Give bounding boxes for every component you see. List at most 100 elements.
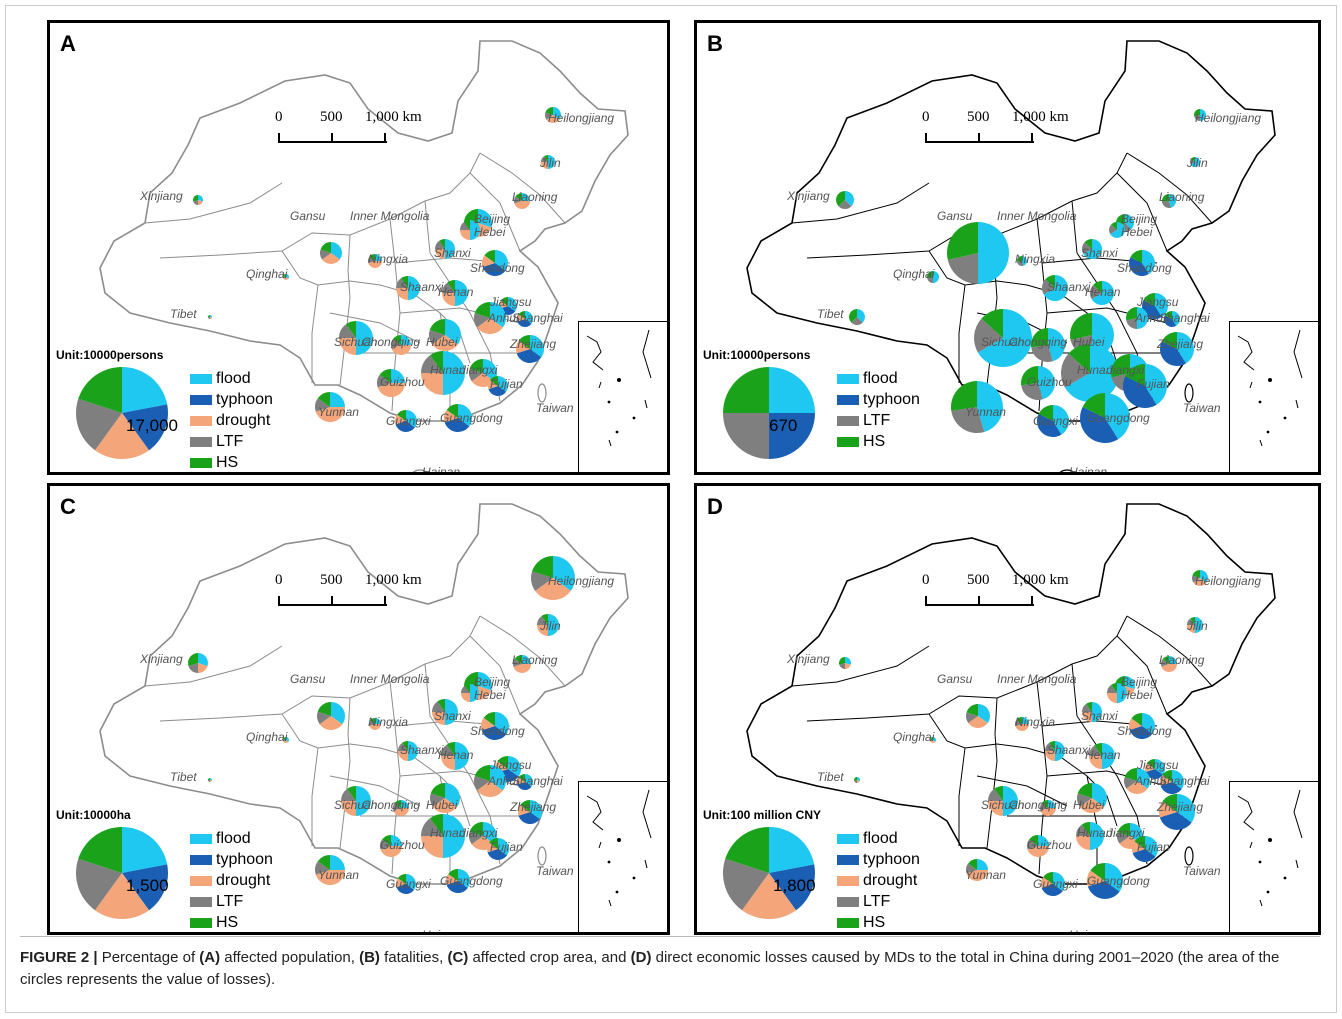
pie-slice-hs bbox=[78, 827, 122, 873]
scale-line bbox=[925, 133, 1034, 143]
pie-slice-flood bbox=[1105, 863, 1123, 892]
pie-slice-typhoon bbox=[1123, 376, 1157, 409]
pie-slice-flood bbox=[933, 271, 939, 283]
province-label: Ningxia bbox=[368, 252, 409, 266]
pie-slice-hs bbox=[1045, 275, 1055, 288]
pie-slice-hs bbox=[78, 367, 122, 413]
province-pie bbox=[1042, 275, 1068, 301]
province-border bbox=[159, 152, 481, 259]
province-border bbox=[479, 615, 566, 687]
scale-label-end: 1,000 km bbox=[1012, 109, 1069, 125]
pie-slice-flood bbox=[1053, 872, 1065, 892]
pie-slice-drought bbox=[546, 115, 560, 124]
province-label: Inner Mongolia bbox=[350, 672, 430, 686]
province-pie bbox=[1040, 800, 1056, 816]
province-pie bbox=[1107, 683, 1127, 703]
pie-slice-flood bbox=[1117, 683, 1127, 703]
province-label: Taiwan bbox=[1183, 401, 1221, 415]
pie-slice-hs bbox=[849, 309, 857, 323]
province-label: Fujian bbox=[490, 840, 523, 854]
pie-slice-drought bbox=[1027, 846, 1049, 857]
pie-slice-ltf bbox=[541, 156, 548, 162]
pie-slice-ltf bbox=[839, 663, 845, 669]
pie-slice-hs bbox=[439, 239, 445, 249]
pie-slice-ltf bbox=[317, 711, 331, 725]
province-label: Ningxia bbox=[1015, 252, 1056, 266]
pie-slice-ltf bbox=[1161, 659, 1169, 667]
province-label: Inner Mongolia bbox=[997, 209, 1077, 223]
pie-slice-ltf bbox=[854, 780, 857, 783]
caption-ref-b: (B) bbox=[359, 949, 380, 966]
pie-slice-flood bbox=[490, 765, 506, 791]
caption-separator bbox=[20, 936, 1320, 937]
pie-slice-flood bbox=[498, 838, 510, 856]
pie-slice-ltf bbox=[1107, 684, 1117, 693]
province-border bbox=[986, 697, 998, 849]
pie-slice-typhoon bbox=[487, 849, 507, 861]
country-outline bbox=[746, 503, 1276, 885]
pie-slice-ltf bbox=[1162, 201, 1171, 209]
pie-slice-flood bbox=[548, 614, 559, 636]
province-label: Guizhou bbox=[380, 838, 425, 852]
china-map bbox=[99, 40, 629, 472]
pie-slice-flood bbox=[470, 220, 480, 240]
pie-slice-ltf bbox=[1076, 824, 1090, 836]
province-border bbox=[1126, 615, 1213, 687]
province-border bbox=[1116, 635, 1168, 715]
pie-slice-ltf bbox=[432, 701, 445, 712]
china-map bbox=[99, 503, 629, 894]
province-pie bbox=[1076, 822, 1104, 850]
pie-slice-flood bbox=[198, 195, 203, 202]
pie-slice-hs bbox=[346, 321, 356, 338]
map-panel-b: Heilongjiang Jilin Liaoning Xinjiang Gansu In… bbox=[694, 20, 1321, 475]
pie-slice-hs bbox=[469, 359, 483, 373]
province-label: Anhui bbox=[488, 311, 519, 325]
inset-map bbox=[586, 789, 652, 907]
province-label: Hubei bbox=[426, 335, 458, 349]
scale-label-mid: 500 bbox=[320, 109, 343, 125]
pie-slice-flood bbox=[530, 335, 544, 358]
pie-slice-drought bbox=[210, 317, 212, 319]
province-pie bbox=[1187, 617, 1203, 633]
province-pie bbox=[517, 311, 533, 328]
province-pie bbox=[541, 155, 555, 169]
province-pie bbox=[974, 309, 1032, 367]
legend-label: typhoon bbox=[863, 850, 920, 868]
pie-slice-flood bbox=[458, 404, 473, 427]
pie-slice-ltf bbox=[1045, 742, 1055, 751]
pie-slice-drought bbox=[315, 407, 345, 422]
pie-slice-drought bbox=[283, 277, 289, 280]
pie-slice-hs bbox=[968, 859, 977, 870]
scale-label-mid: 500 bbox=[320, 572, 343, 588]
scale-bar: 0 500 1,000 km bbox=[922, 109, 1092, 149]
pie-slice-drought bbox=[845, 663, 851, 669]
pie-slice-drought bbox=[441, 756, 455, 770]
scale-bar: 0 500 1,000 km bbox=[275, 572, 445, 612]
pie-slice-hs bbox=[981, 309, 1003, 338]
pie-slice-flood bbox=[1125, 676, 1135, 690]
legend-item-typhoon: typhoon bbox=[190, 849, 273, 870]
pie-slice-flood bbox=[525, 774, 533, 787]
pie-slice-drought bbox=[210, 780, 212, 782]
legend-swatch bbox=[837, 415, 859, 426]
legend-swatch bbox=[837, 833, 859, 844]
province-pie bbox=[474, 765, 506, 797]
pie-slice-drought bbox=[432, 798, 458, 813]
pie-slice-drought bbox=[517, 314, 525, 322]
pie-slice-flood bbox=[445, 319, 461, 345]
pie-slice-hs bbox=[930, 737, 933, 740]
province-label: Inner Mongolia bbox=[997, 672, 1077, 686]
pie-slice-flood bbox=[1038, 835, 1049, 846]
pie-slice-drought bbox=[535, 578, 571, 600]
pie-slice-drought bbox=[1125, 686, 1135, 696]
pie-slice-hs bbox=[193, 195, 198, 202]
pie-slice-drought bbox=[198, 663, 208, 673]
pie-slice-flood bbox=[1169, 656, 1177, 664]
legend-item-drought: drought bbox=[190, 870, 273, 891]
legend-swatch bbox=[837, 854, 859, 865]
pie-slice-typhoon bbox=[1080, 406, 1119, 444]
province-label: Sichuan bbox=[334, 335, 378, 349]
province-pie bbox=[1061, 344, 1119, 402]
province-pie bbox=[1021, 366, 1056, 400]
pie-slice-hs bbox=[1162, 656, 1169, 664]
